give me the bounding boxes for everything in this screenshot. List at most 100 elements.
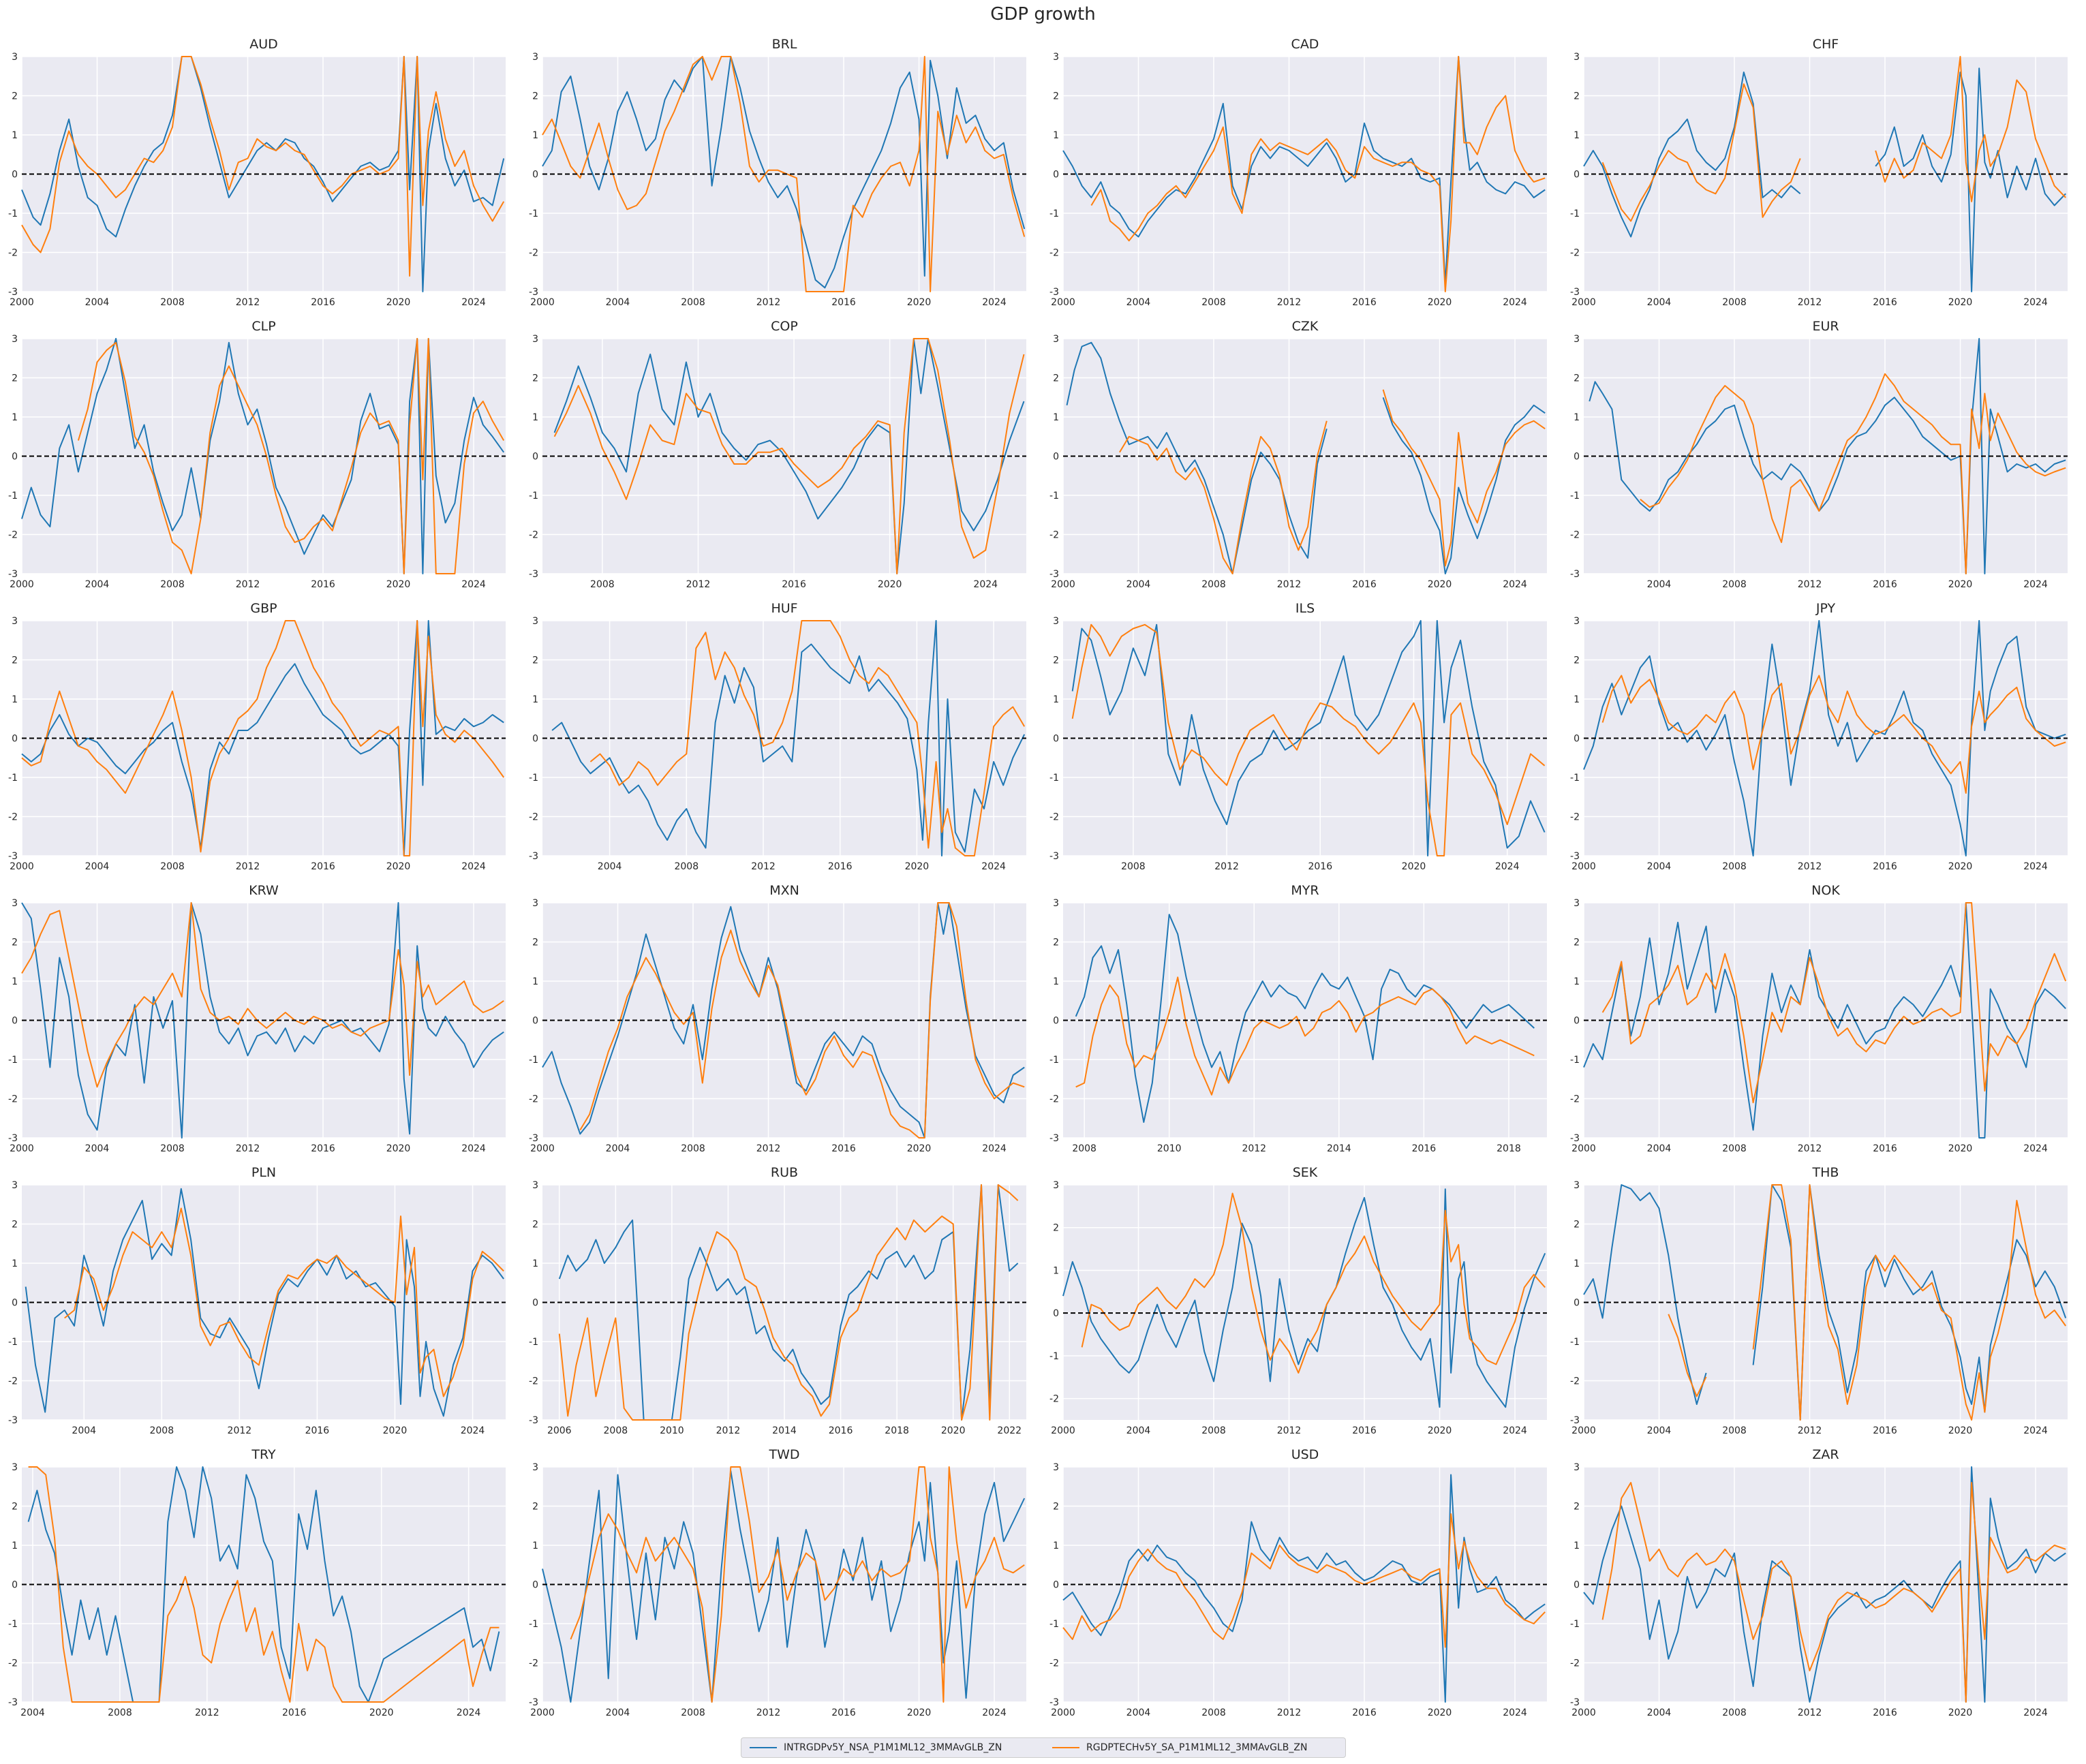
- x-tick-label: 2000: [1571, 1143, 1596, 1154]
- y-tick-label: -2: [1570, 1376, 1580, 1387]
- x-tick-label: 2012: [751, 861, 776, 872]
- x-tick-label: 2000: [530, 297, 555, 308]
- x-tick-label: 2012: [1277, 297, 1302, 308]
- x-tick-label: 2016: [1352, 1707, 1377, 1718]
- chart-svg-krw: KRW -3 -2 -1 0 1 2 3 2000 2004 2008 2012 2016 2020 202…: [8, 883, 506, 1154]
- x-tick-label: 2004: [1126, 1707, 1151, 1718]
- y-tick-label: 1: [532, 694, 538, 705]
- chart-title: NOK: [1811, 883, 1840, 898]
- chart-svg-pln: PLN -3 -2 -1 0 1 2 3 2004 2008 2012 2016 2020 2024: [8, 1165, 506, 1436]
- y-tick-label: -3: [529, 1133, 538, 1144]
- x-tick-label: 2008: [590, 579, 615, 590]
- y-tick-label: 3: [12, 334, 18, 345]
- y-tick-label: 2: [1053, 373, 1059, 384]
- y-tick-label: 1: [532, 130, 538, 141]
- chart-title: ZAR: [1812, 1447, 1839, 1462]
- series-line-2: [1668, 1184, 2067, 1421]
- y-tick-label: 1: [12, 1541, 18, 1551]
- chart-panel-brl: BRL -3 -2 -1 0 1 2 3 2000 2004 2008 2012 2016 2020 202…: [521, 37, 1042, 320]
- x-tick-label: 2016: [782, 579, 806, 590]
- x-tick-label: 2020: [878, 579, 902, 590]
- x-tick-label: 2016: [1412, 1143, 1437, 1154]
- y-tick-label: 1: [1574, 412, 1580, 423]
- series-line-1: [1062, 56, 1546, 285]
- x-tick-label: 2004: [598, 861, 622, 872]
- x-tick-label: 2016: [831, 1707, 856, 1718]
- y-tick-label: -2: [1049, 1658, 1059, 1669]
- series-line-2: [21, 56, 505, 277]
- y-tick-label: 3: [1053, 52, 1059, 63]
- chart-panel-pln: PLN -3 -2 -1 0 1 2 3 2004 2008 2012 2016 2020 2024: [0, 1165, 521, 1449]
- y-tick-label: -3: [1570, 1133, 1580, 1144]
- figure-title: GDP growth: [990, 4, 1096, 25]
- y-tick-label: 2: [1574, 1502, 1580, 1513]
- y-tick-label: 0: [1053, 170, 1059, 181]
- x-tick-label: 2020: [369, 1707, 394, 1718]
- y-tick-label: 0: [12, 170, 18, 181]
- series-line-2: [542, 56, 1026, 292]
- x-tick-label: 2016: [1873, 579, 1897, 590]
- chart-panel-cad: CAD -3 -2 -1 0 1 2 3 2000 2004 2008 2012 2016 2020 202…: [1041, 37, 1563, 320]
- y-tick-label: 3: [532, 616, 538, 627]
- chart-svg-thb: THB -3 -2 -1 0 1 2 3 2000 2004 2008 2012 2016 2020 202…: [1570, 1165, 2068, 1436]
- x-tick-label: 2000: [10, 1143, 34, 1154]
- series-line-1: [1075, 914, 1535, 1123]
- chart-title: BRL: [772, 37, 797, 52]
- y-tick-label: 0: [1053, 1580, 1059, 1591]
- x-tick-label: 2020: [386, 861, 411, 872]
- y-tick-label: 1: [1053, 130, 1059, 141]
- x-tick-label: 2018: [1497, 1143, 1521, 1154]
- chart-title: TWD: [768, 1447, 799, 1462]
- y-tick-label: -2: [529, 1094, 538, 1105]
- chart-svg-brl: BRL -3 -2 -1 0 1 2 3 2000 2004 2008 2012 2016 2020 202…: [529, 37, 1026, 308]
- y-tick-label: 2: [532, 655, 538, 666]
- y-tick-label: 0: [532, 1016, 538, 1027]
- y-tick-label: 1: [532, 1541, 538, 1551]
- x-tick-label: 2016: [1873, 1143, 1897, 1154]
- x-tick-label: 2020: [1428, 1707, 1452, 1718]
- chart-title: ILS: [1295, 601, 1315, 616]
- y-tick-label: 2: [1053, 1502, 1059, 1513]
- series-line-2: [558, 1184, 1019, 1421]
- y-tick-label: -1: [1570, 1619, 1580, 1630]
- x-tick-label: 2012: [236, 297, 260, 308]
- x-tick-label: 2004: [1126, 1425, 1151, 1436]
- y-tick-label: -3: [1049, 1133, 1059, 1144]
- chart-svg-rub: RUB -3 -2 -1 0 1 2 3 2006 2008 2010 2012 2014 2016 201…: [529, 1165, 1026, 1436]
- y-tick-label: -1: [1049, 1619, 1059, 1630]
- x-tick-label: 2024: [1503, 1425, 1527, 1436]
- y-tick-label: 3: [12, 1180, 18, 1191]
- chart-panel-rub: RUB -3 -2 -1 0 1 2 3 2006 2008 2010 2012 2014 2016 201…: [521, 1165, 1042, 1449]
- y-tick-label: -2: [1570, 530, 1580, 541]
- y-tick-label: -1: [1570, 773, 1580, 784]
- y-tick-label: -2: [8, 248, 18, 259]
- series-line-2: [21, 902, 504, 1088]
- y-tick-label: 1: [1053, 1541, 1059, 1551]
- y-tick-label: 0: [1053, 1308, 1059, 1319]
- x-tick-label: 2020: [1428, 297, 1452, 308]
- y-tick-label: -3: [8, 1697, 18, 1708]
- y-tick-label: 0: [1574, 1580, 1580, 1591]
- series-line-1: [542, 56, 1026, 289]
- y-tick-label: 3: [532, 334, 538, 345]
- y-tick-label: 2: [12, 938, 18, 948]
- chart-svg-mxn: MXN -3 -2 -1 0 1 2 3 2000 2004 2008 2012 2016 2020 202…: [529, 883, 1026, 1154]
- x-tick-label: 2012: [1798, 1707, 1822, 1718]
- x-tick-label: 2016: [1352, 297, 1377, 308]
- x-tick-label: 2016: [311, 1143, 335, 1154]
- y-tick-label: -1: [529, 1619, 538, 1630]
- chart-title: CZK: [1292, 319, 1319, 334]
- chart-panel-eur: EUR -3 -2 -1 0 1 2 3 2004 2008 2012 2016 2020 2024: [1562, 319, 2083, 602]
- x-tick-label: 2024: [1503, 579, 1527, 590]
- x-tick-label: 2016: [1873, 1707, 1897, 1718]
- y-tick-label: -1: [1049, 1351, 1059, 1362]
- y-tick-label: 0: [1053, 452, 1059, 463]
- chart-svg-gbp: GBP -3 -2 -1 0 1 2 3 2000 2004 2008 2012 2016 2020 202…: [8, 601, 506, 872]
- x-tick-label: 2024: [982, 1143, 1007, 1154]
- chart-title: TRY: [251, 1447, 276, 1462]
- y-tick-label: 3: [12, 898, 18, 909]
- series-line-1: [21, 56, 505, 292]
- x-tick-label: 2000: [1571, 297, 1596, 308]
- y-tick-label: -3: [1570, 1697, 1580, 1708]
- series-line-2: [21, 620, 505, 856]
